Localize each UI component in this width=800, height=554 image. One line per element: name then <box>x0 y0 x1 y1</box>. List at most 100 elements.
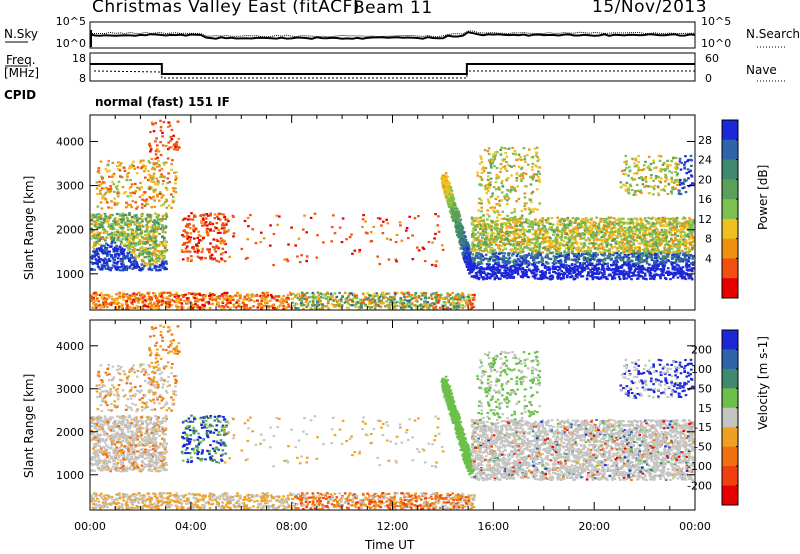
power-cell <box>455 294 458 297</box>
power-cell <box>129 265 132 268</box>
power-cell <box>379 306 382 309</box>
power-cell <box>258 302 261 305</box>
power-cell <box>96 217 99 220</box>
power-cell <box>521 217 525 220</box>
power-cell <box>113 203 117 206</box>
power-cell <box>211 245 215 249</box>
power-cell <box>203 213 207 216</box>
power-cell <box>423 303 426 306</box>
power-cell <box>141 220 144 223</box>
power-cell <box>503 235 507 238</box>
power-cell <box>243 295 247 298</box>
power-cell <box>433 237 436 240</box>
power-cell <box>413 217 417 220</box>
power-cell <box>193 293 196 296</box>
power-cell <box>458 298 462 302</box>
power-cell <box>119 218 123 221</box>
power-cell <box>445 301 449 304</box>
power-cell <box>333 292 337 295</box>
power-cell <box>282 300 285 303</box>
power-cell <box>103 197 107 200</box>
power-cell <box>108 253 111 256</box>
power-cell <box>157 181 160 184</box>
power-cell <box>165 267 168 271</box>
power-cell <box>153 224 156 227</box>
power-cell <box>104 198 108 201</box>
power-cell <box>220 224 224 227</box>
power-cell <box>435 260 438 263</box>
power-cell <box>224 218 228 221</box>
power-cell <box>162 244 166 247</box>
power-cell <box>154 225 157 228</box>
power-cell <box>125 267 129 270</box>
power-cell <box>363 298 367 301</box>
power-cell <box>329 292 333 295</box>
power-cell <box>370 306 373 309</box>
power-cell <box>194 300 197 303</box>
power-cell <box>114 302 118 305</box>
power-cell <box>127 241 131 244</box>
power-cell <box>148 243 152 247</box>
power-cell <box>130 245 133 248</box>
power-cell <box>128 165 132 168</box>
power-cell <box>146 216 150 219</box>
power-cell <box>355 294 359 297</box>
power-cell <box>571 217 575 220</box>
power-cell <box>96 205 100 208</box>
power-cell <box>144 176 147 179</box>
power-cell <box>111 174 115 177</box>
power-cell <box>110 242 113 245</box>
power-cell <box>261 306 265 309</box>
power-cell <box>95 181 99 184</box>
power-cell <box>116 237 120 240</box>
power-cell <box>148 196 152 199</box>
power-cell <box>461 304 464 307</box>
power-cell <box>107 190 110 193</box>
power-cell <box>100 175 103 178</box>
power-cell <box>207 300 211 304</box>
power-cell <box>330 303 334 306</box>
power-cell <box>140 213 143 216</box>
power-cell <box>201 217 205 220</box>
power-cell <box>457 218 461 221</box>
power-cell <box>142 260 145 263</box>
power-cell <box>156 298 159 301</box>
power-cell <box>133 214 136 217</box>
power-cell <box>135 261 138 264</box>
power-cell <box>429 303 432 306</box>
power-cell <box>376 255 379 258</box>
power-cell <box>187 297 190 300</box>
power-cell <box>481 255 485 258</box>
power-cell <box>170 193 173 196</box>
power-cell <box>93 232 96 235</box>
power-cell <box>340 300 343 303</box>
power-cell <box>158 252 161 255</box>
power-cell <box>112 239 115 242</box>
power-cell <box>260 231 263 234</box>
power-cell <box>316 304 320 307</box>
power-cell <box>94 262 98 265</box>
power-cell <box>261 291 264 294</box>
power-cell <box>410 303 413 306</box>
power-cell <box>502 264 506 267</box>
power-cell <box>393 291 397 294</box>
power-cell <box>362 301 365 304</box>
power-cell <box>393 298 396 301</box>
power-cell <box>190 258 193 261</box>
power-cell <box>141 307 145 310</box>
power-cell <box>184 217 188 220</box>
power-cell <box>124 213 127 217</box>
power-cell <box>240 305 244 308</box>
power-cell <box>417 215 420 218</box>
power-cell <box>420 304 424 307</box>
power-cell <box>366 297 369 300</box>
power-cell <box>164 261 168 265</box>
power-cell <box>241 301 245 304</box>
power-cell <box>98 233 101 236</box>
power-cell <box>143 251 147 254</box>
freq-tick-top: 18 <box>72 52 86 65</box>
power-cell <box>153 168 157 171</box>
power-cell <box>386 222 390 225</box>
power-cell <box>205 229 209 232</box>
